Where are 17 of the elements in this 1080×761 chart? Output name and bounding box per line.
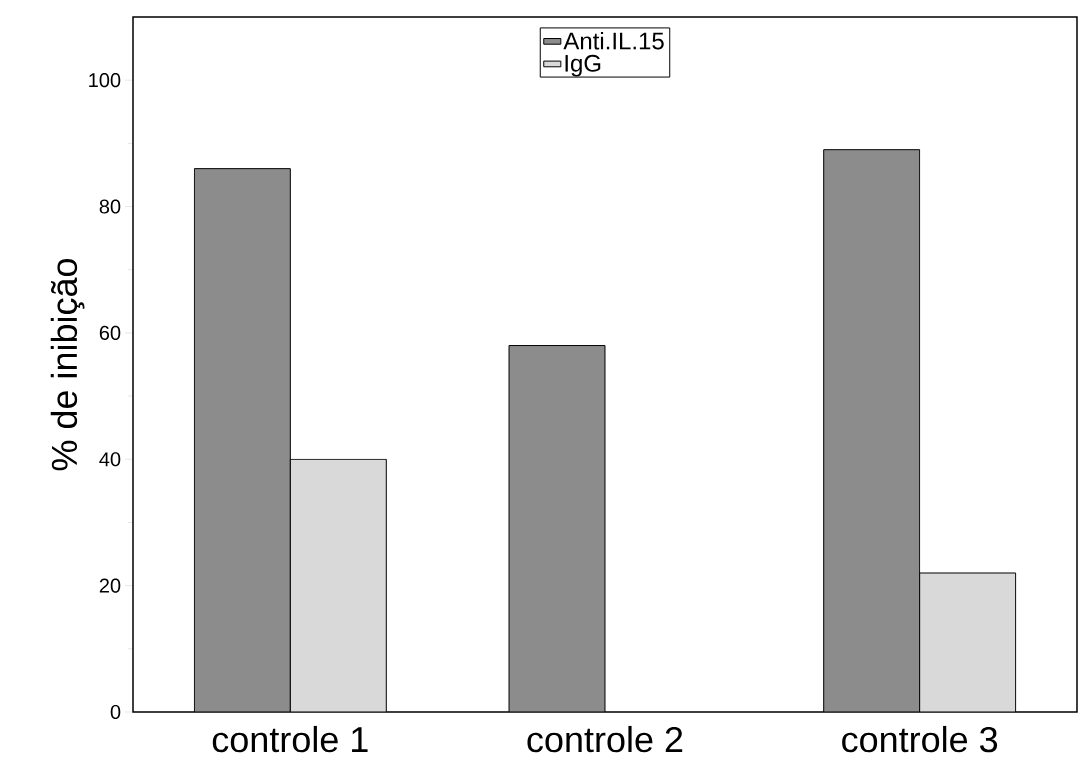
x-tick-label: controle 3	[842, 725, 998, 753]
legend-label: Anti.IL.15	[563, 31, 664, 50]
y-tick-label: 40	[99, 452, 121, 467]
x-tick-label: controle 2	[527, 725, 683, 753]
legend-label: IgG	[565, 54, 601, 77]
y-tick-label: 60	[99, 325, 121, 340]
y-tick-label: 100	[89, 73, 121, 88]
bar	[919, 572, 1017, 712]
bar	[193, 168, 291, 712]
y-tick-label: 0	[110, 704, 121, 720]
y-axis-title: % de inibição	[50, 259, 85, 471]
y-tick-label: 80	[99, 199, 121, 214]
bar	[508, 345, 606, 712]
bar	[823, 149, 921, 712]
bar	[289, 458, 387, 712]
y-tick-label: 20	[99, 578, 121, 593]
x-tick-label: controle 1	[212, 725, 368, 753]
